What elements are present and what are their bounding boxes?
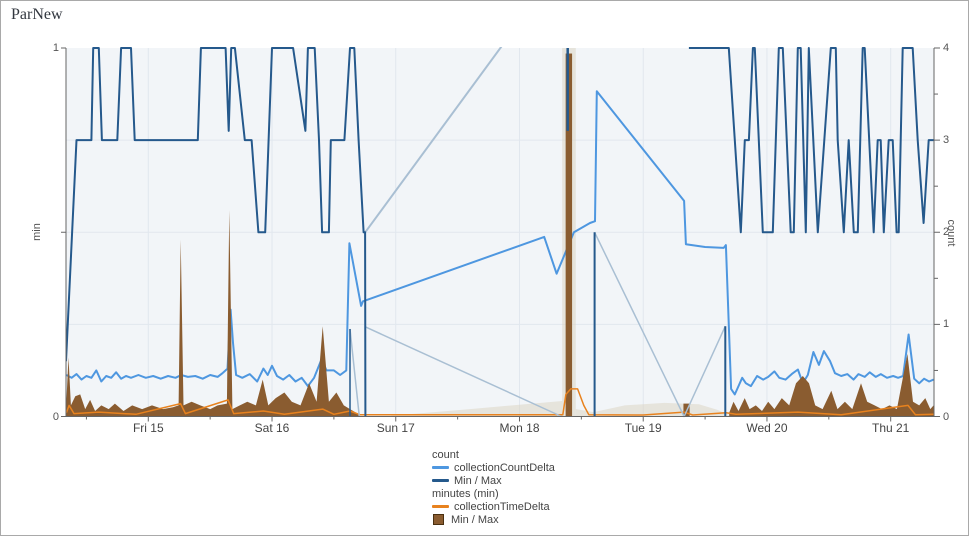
legend-item-label: Min / Max	[451, 513, 499, 526]
legend-item: collectionTimeDelta	[432, 500, 555, 513]
series-gap-band-dome	[575, 402, 730, 417]
y-right-tick-label: 0	[943, 410, 950, 423]
series-gap-faded-up	[364, 47, 503, 233]
legend-swatch-line-icon	[432, 505, 449, 508]
legend-item-label: collectionCountDelta	[454, 461, 555, 474]
legend-swatch-line-icon	[432, 479, 449, 482]
legend-item: Min / Max	[432, 474, 555, 487]
legend-swatch-square-icon	[433, 514, 444, 525]
y-right-tick-label: 1	[943, 318, 950, 331]
legend-swatch-line-icon	[432, 466, 449, 469]
y-left-tick-label: 0	[52, 410, 59, 423]
x-tick-label: Wed 20	[746, 421, 788, 435]
x-tick-label: Mon 18	[499, 421, 540, 435]
series-gap-faded-short	[349, 328, 361, 417]
legend-group-header: count	[432, 448, 459, 461]
y-axis-left-title: min	[31, 223, 43, 241]
x-tick-label: Sun 17	[376, 421, 415, 435]
series-time-minmax-right	[729, 353, 934, 417]
legend: count collectionCountDelta Min / Max minute…	[432, 448, 555, 526]
y-axis-right-title: count	[945, 219, 957, 247]
legend-group-header: minutes (min)	[432, 487, 499, 500]
x-tick-label: Sat 16	[254, 421, 290, 435]
y-right-tick-label: 2	[943, 226, 950, 239]
x-tick-label: Thu 21	[872, 421, 910, 435]
y-right-tick-label: 3	[943, 134, 950, 147]
y-left-tick-label: 1	[52, 42, 59, 54]
legend-item: Min / Max	[432, 513, 555, 526]
series-collectionTimeDelta	[66, 388, 934, 416]
series-count-minmax-left	[66, 47, 367, 417]
legend-item: collectionCountDelta	[432, 461, 555, 474]
x-tick-label: Tue 19	[624, 421, 662, 435]
legend-item-label: Min / Max	[454, 474, 502, 487]
x-tick-label: Fri 15	[132, 421, 164, 435]
series-time-minmax-spike	[565, 53, 573, 417]
chart-title: ParNew	[11, 6, 63, 23]
series-gap-faded-long	[365, 326, 562, 418]
series-count-minmax-right	[688, 47, 934, 234]
series-gap-band-wedge-pre	[390, 401, 563, 417]
legend-item-label: collectionTimeDelta	[454, 500, 550, 513]
y-right-tick-label: 4	[943, 42, 950, 54]
series-collectionCountDelta	[66, 90, 934, 396]
